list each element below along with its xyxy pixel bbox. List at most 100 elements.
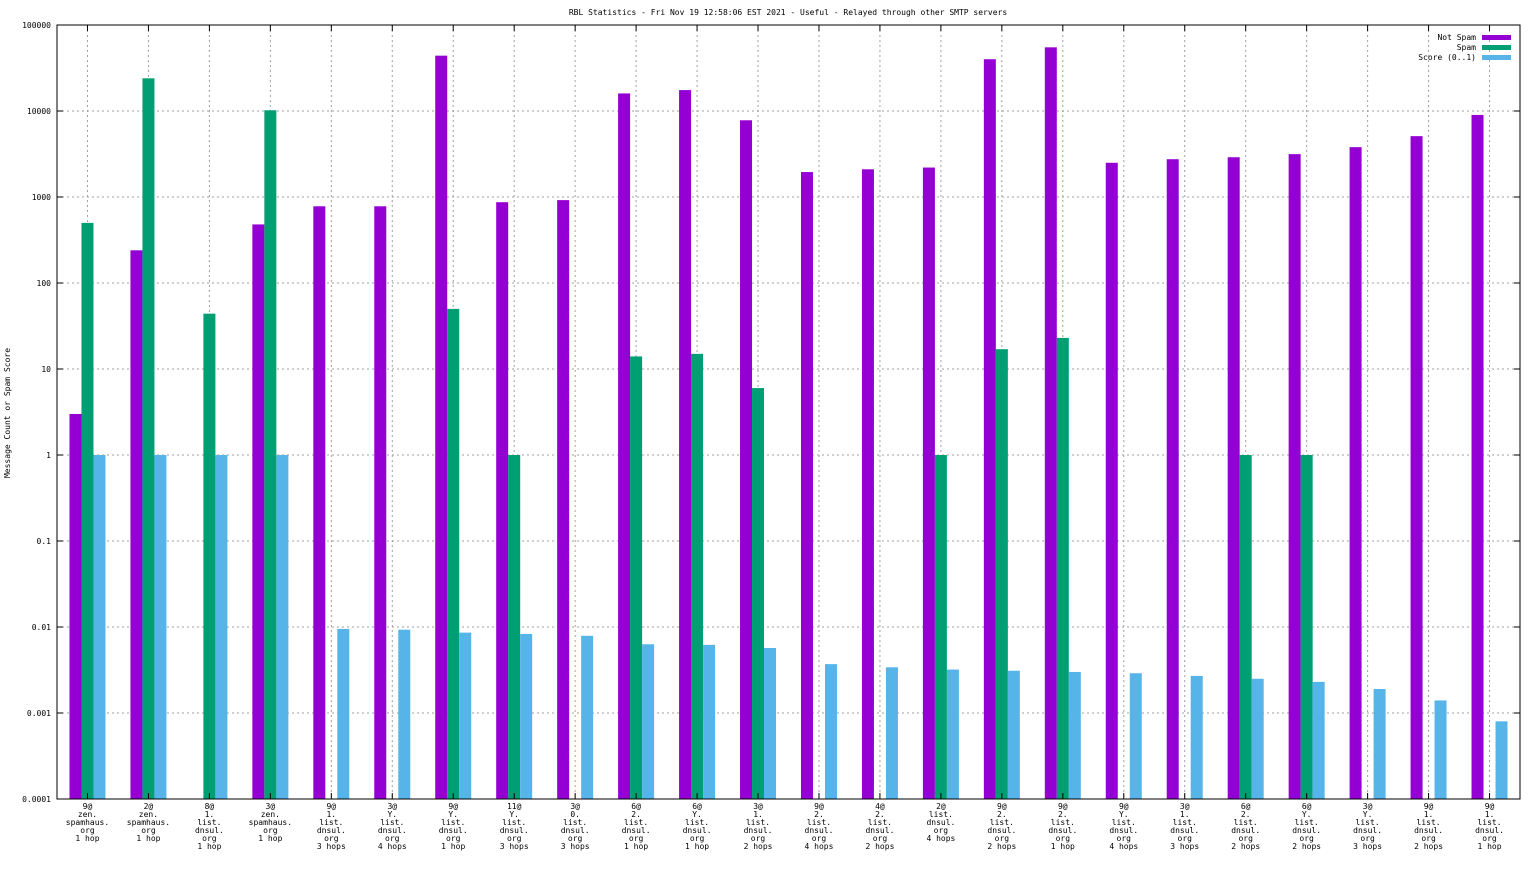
x-tick-label: 9@ 1. list. dnsul. org 2 hops (1414, 802, 1443, 851)
y-axis-ticks: 0.0001 0.001 0.01 0.1 1 10 100 1000 10000 100000 (22, 21, 1520, 804)
x-tick-label: 9@ 1. list. dnsul. org 3 hops (317, 802, 346, 851)
x-tick-label-line: list. (1477, 818, 1501, 827)
bar-not-spam (557, 200, 570, 799)
x-tick-label-line: 9@ (814, 802, 824, 811)
bar-not-spam (313, 206, 326, 800)
x-tick-label-line: 3 hops (1170, 842, 1199, 851)
bar-not-spam (1166, 159, 1179, 799)
x-tick-label-line: org (324, 834, 339, 843)
x-tick-label-line: 3@ (753, 802, 763, 811)
x-tick-label-line: list. (929, 810, 953, 819)
x-tick-label-line: 2. (1241, 810, 1251, 819)
x-tick-label-line: 3@ (1180, 802, 1190, 811)
x-tick-label-line: dnsul. (317, 826, 346, 835)
x-tick-label-line: 2. (875, 810, 885, 819)
bar-spam (934, 455, 947, 799)
x-tick-label-line: 1 hop (197, 842, 221, 851)
bar-not-spam (1227, 157, 1240, 799)
x-tick-label-line: 9@ (1058, 802, 1068, 811)
x-tick-label-line: org (568, 834, 583, 843)
x-tick-label-line: 6@ (692, 802, 702, 811)
x-tick-label-line: list. (502, 818, 526, 827)
x-tick-label: 9@ zen. spamhaus. org 1 hop (66, 802, 109, 843)
x-tick-label-line: org (690, 834, 705, 843)
x-tick-label-line: dnsul. (926, 818, 955, 827)
x-tick-label-line: dnsul. (1231, 826, 1260, 835)
x-tick-label-line: 1 hop (624, 842, 648, 851)
x-tick-label-line: list. (1234, 818, 1258, 827)
x-tick-label-line: 2 hops (744, 842, 773, 851)
x-tick-label-line: org (385, 834, 400, 843)
bar-score-0-1 (459, 632, 472, 799)
x-tick-label-line: 8@ (205, 802, 215, 811)
x-tick-label-line: 1 hop (1477, 842, 1501, 851)
bar-spam (1300, 455, 1313, 799)
x-tick-label-line: dnsul. (1048, 826, 1077, 835)
x-tick-label-line: 9@ (1485, 802, 1495, 811)
x-tick-label-line: 3 hops (317, 842, 346, 851)
x-tick-label-line: 4 hops (1109, 842, 1138, 851)
x-tick-label-line: spamhaus. (249, 818, 292, 827)
x-tick-label: 9@ 2. list. dnsul. org 2 hops (987, 802, 1016, 851)
x-tick-label-line: org (80, 826, 95, 835)
bar-spam (264, 110, 277, 800)
y-tick-label: 1 (46, 451, 51, 460)
x-tick-label-line: dnsul. (805, 826, 834, 835)
bar-not-spam (435, 55, 448, 799)
bar-score-0-1 (1373, 689, 1386, 799)
x-tick-label: 9@ 2. list. dnsul. org 4 hops (805, 802, 834, 851)
bar-not-spam (861, 169, 874, 800)
x-tick-label-line: list. (1417, 818, 1441, 827)
x-tick-label-line: 9@ (1119, 802, 1129, 811)
x-tick-label-line: list. (746, 818, 770, 827)
x-tick-label-line: org (751, 834, 766, 843)
x-tick-label-line: list. (563, 818, 587, 827)
bar-spam (1056, 337, 1069, 799)
x-tick-label-line: 4 hops (378, 842, 407, 851)
x-tick-label-line: list. (807, 818, 831, 827)
x-tick-label: 3@ 0. list. dnsul. org 3 hops (561, 802, 590, 851)
bar-spam (1239, 455, 1252, 799)
bar-not-spam (679, 90, 692, 799)
x-tick-label-line: 9@ (1424, 802, 1434, 811)
legend-swatch (1482, 45, 1511, 50)
x-tick-label-line: 9@ (448, 802, 458, 811)
x-tick-label-line: 2 hops (1292, 842, 1321, 851)
x-tick-label-line: dnsul. (744, 826, 773, 835)
x-tick-label-line: org (629, 834, 644, 843)
x-tick-label-line: list. (1295, 818, 1319, 827)
x-tick-label-line: list. (1356, 818, 1380, 827)
bar-not-spam (1410, 136, 1423, 799)
x-tick-label: 9@ Y. list. dnsul. org 1 hop (439, 802, 468, 851)
x-tick-label-line: dnsul. (195, 826, 224, 835)
y-tick-label: 0.01 (32, 623, 51, 632)
x-tick-label-line: 1 hop (685, 842, 709, 851)
bar-spam (203, 313, 216, 799)
x-tick-label-line: org (141, 826, 156, 835)
y-tick-label: 0.1 (37, 537, 52, 546)
x-tick-label: 6@ 2. list. dnsul. org 2 hops (1231, 802, 1260, 851)
bar-not-spam (618, 93, 631, 799)
x-tick-label-line: dnsul. (1170, 826, 1199, 835)
x-tick-label-line: 1. (1485, 810, 1495, 819)
x-tick-label: 6@ Y. list. dnsul. org 1 hop (683, 802, 712, 851)
x-tick-label-line: 1. (1424, 810, 1434, 819)
bar-score-0-1 (276, 455, 289, 799)
x-tick-label-line: 3@ (570, 802, 580, 811)
x-tick-label-line: list. (441, 818, 465, 827)
x-tick-label-line: org (812, 834, 827, 843)
bar-score-0-1 (885, 667, 898, 799)
x-tick-label-line: 2@ (144, 802, 154, 811)
bar-score-0-1 (703, 644, 716, 799)
x-tick-label-line: 4@ (875, 802, 885, 811)
x-tick-label: 6@ Y. list. dnsul. org 2 hops (1292, 802, 1321, 851)
x-tick-label-line: org (1117, 834, 1132, 843)
bar-not-spam (252, 224, 265, 799)
x-tick-label-line: dnsul. (1353, 826, 1382, 835)
bar-score-0-1 (1007, 670, 1020, 799)
bar-score-0-1 (1068, 671, 1081, 799)
x-tick-label-line: dnsul. (622, 826, 651, 835)
bar-score-0-1 (215, 455, 228, 799)
